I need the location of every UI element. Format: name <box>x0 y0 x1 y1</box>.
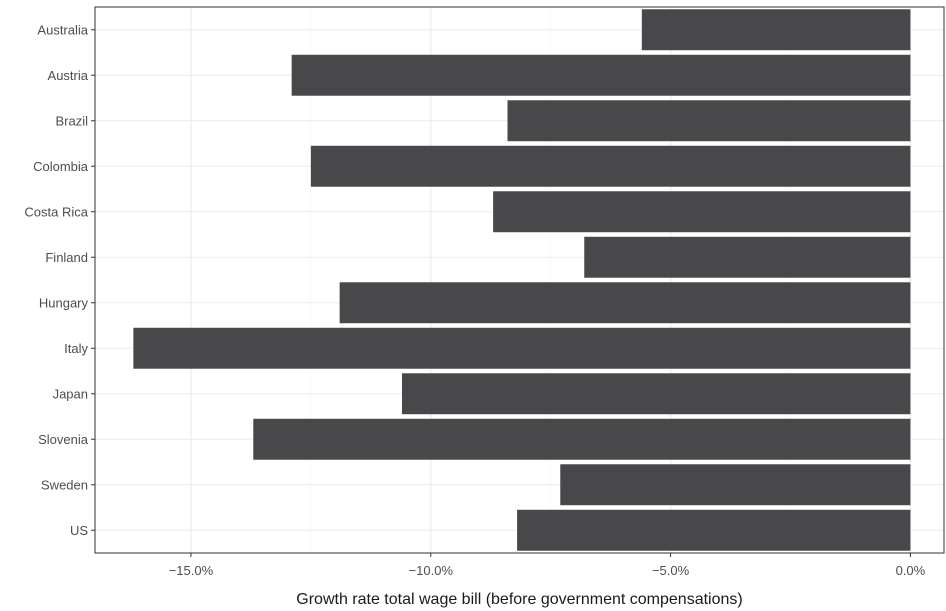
y-axis: Australia Austria Brazil Colombia Costa Rica… <box>24 22 95 538</box>
bars <box>133 9 911 551</box>
x-tick-label: −15.0% <box>169 563 214 578</box>
plot-panel-border <box>94 6 945 554</box>
bar-brazil <box>507 100 911 142</box>
bar-sweden <box>560 464 911 506</box>
bar-hungary <box>339 282 911 324</box>
x-axis: −15.0% −10.0% −5.0% 0.0% <box>169 553 926 578</box>
x-tick-label: 0.0% <box>896 563 926 578</box>
y-tick-label: Japan <box>53 386 88 401</box>
bar-australia <box>641 9 911 51</box>
y-tick-label: Hungary <box>39 295 89 310</box>
y-tick-label: Colombia <box>33 159 89 174</box>
y-tick-label: Italy <box>64 341 88 356</box>
y-tick-label: Slovenia <box>38 432 89 447</box>
bar-austria <box>291 54 911 96</box>
y-tick-label: Costa Rica <box>24 204 88 219</box>
y-tick-label: Austria <box>48 68 89 83</box>
y-tick-label: Australia <box>37 22 88 37</box>
x-tick-label: −10.0% <box>409 563 454 578</box>
bar-slovenia <box>253 418 911 460</box>
bar-japan <box>401 373 911 415</box>
bar-us <box>517 509 911 551</box>
x-axis-title: Growth rate total wage bill (before gove… <box>296 591 742 608</box>
bar-costa-rica <box>493 191 911 233</box>
bar-italy <box>133 327 911 369</box>
bar-finland <box>584 236 911 278</box>
x-tick-label: −5.0% <box>652 563 690 578</box>
bar-colombia <box>310 145 911 187</box>
y-tick-label: Sweden <box>41 477 88 492</box>
y-tick-label: US <box>70 523 88 538</box>
y-tick-label: Finland <box>45 250 88 265</box>
y-tick-label: Brazil <box>55 113 88 128</box>
